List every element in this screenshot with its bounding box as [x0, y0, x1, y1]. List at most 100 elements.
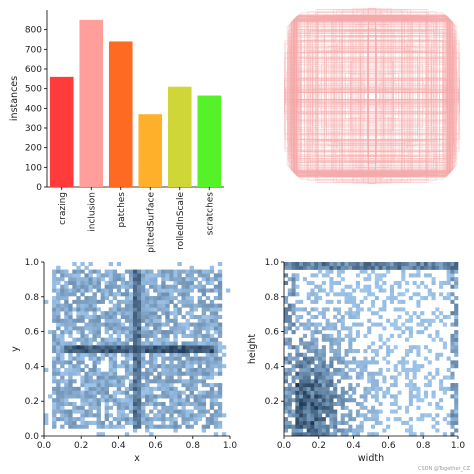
hist-cell — [173, 367, 178, 372]
hist-cell — [287, 262, 292, 267]
hist-cell — [299, 360, 304, 365]
hist-cell — [80, 398, 85, 403]
hist-cell — [52, 269, 57, 274]
hist-cell — [88, 420, 93, 425]
hist-cell — [306, 311, 311, 316]
hist-cell — [454, 360, 459, 365]
hist-cell — [344, 390, 349, 395]
hist-cell — [389, 262, 394, 267]
hist-cell — [359, 424, 364, 429]
hist-cell — [217, 326, 223, 331]
hist-cell — [205, 280, 211, 285]
hist-cell — [177, 292, 182, 297]
hist-cell — [329, 379, 334, 384]
hist-cell — [329, 265, 334, 270]
hist-cell — [439, 405, 444, 410]
hist-cell — [72, 364, 77, 369]
hist-cell — [355, 432, 360, 437]
hist-cell — [284, 330, 289, 335]
hist-cell — [416, 349, 421, 354]
hist-cell — [173, 318, 178, 323]
hist-cell — [60, 394, 65, 399]
hist-cell — [405, 409, 410, 414]
hist-cell — [193, 303, 198, 308]
hist-cell — [84, 413, 89, 418]
hist-cell — [367, 345, 372, 350]
bbox-outline — [290, 92, 454, 100]
hist-cell — [344, 333, 349, 338]
hist-cell — [116, 345, 122, 350]
hist-cell — [329, 337, 334, 342]
hist-cell — [287, 405, 292, 410]
hist-cell — [363, 364, 368, 369]
hist-cell — [213, 311, 219, 316]
hist-cell — [314, 371, 319, 376]
hist-cell — [153, 417, 158, 422]
hist-cell — [193, 401, 198, 407]
hist-cell — [454, 352, 459, 357]
hist-cell — [374, 349, 379, 354]
hist-cell — [284, 280, 289, 285]
hist-cell — [340, 386, 345, 391]
bbox-outline — [284, 52, 460, 140]
hist-cell — [72, 284, 77, 289]
hist-cell — [201, 394, 207, 399]
hist-cell — [287, 390, 292, 395]
hist-cell — [284, 420, 289, 425]
hist-cell — [374, 383, 379, 388]
hist-cell — [60, 401, 65, 407]
hist-cell — [149, 364, 154, 369]
hist-cell — [431, 375, 436, 380]
hist-cell — [205, 409, 211, 414]
hist-cell — [333, 367, 338, 372]
hist-cell — [310, 349, 315, 354]
hist-cell — [44, 367, 49, 372]
hist-cell — [318, 417, 323, 422]
hist-cell — [153, 311, 158, 316]
y-tick-label: 1.0 — [265, 258, 280, 268]
hist-cell — [104, 292, 109, 297]
hist-cell — [137, 401, 142, 407]
hist-cell — [213, 383, 219, 388]
hist-cell — [336, 265, 342, 270]
hist-cell — [213, 288, 219, 293]
hist-cell — [132, 269, 138, 274]
hist-cell — [116, 288, 122, 293]
bbox-outline — [296, 85, 448, 107]
hist-cell — [435, 330, 440, 335]
hist-cell — [363, 265, 368, 270]
hist-cell — [217, 341, 223, 346]
hist-cell — [302, 326, 307, 331]
hist-cell — [209, 413, 215, 418]
hist-cell — [201, 273, 207, 278]
x-tick-label: pittedSurface — [146, 192, 156, 253]
hist-cell — [306, 428, 311, 433]
hist-cell — [60, 341, 65, 346]
hist-cell — [446, 314, 451, 320]
hist-cell — [96, 322, 101, 327]
hist-cell — [217, 383, 223, 388]
hist-cell — [108, 398, 114, 403]
hist-cell — [104, 314, 109, 320]
hist-cell — [52, 390, 57, 395]
hist-cell — [412, 364, 417, 369]
hist-cell — [132, 288, 138, 293]
hist-cell — [157, 383, 162, 388]
hist-cell — [80, 375, 85, 380]
hist-cell — [209, 401, 215, 407]
hist-cell — [284, 398, 289, 403]
hist-cell — [141, 284, 146, 289]
hist-cell — [401, 367, 406, 372]
hist-cell — [442, 322, 447, 327]
hist-cell — [76, 288, 81, 293]
hist-cell — [124, 311, 130, 316]
hist-cell — [153, 424, 158, 429]
hist-cell — [374, 277, 379, 282]
hist-cell — [348, 386, 353, 391]
hist-cell — [181, 269, 186, 274]
hist-cell — [201, 405, 207, 410]
hist-cell — [205, 383, 211, 388]
hist-cell — [197, 390, 202, 395]
hist-cell — [359, 428, 364, 433]
hist-cell — [193, 413, 198, 418]
